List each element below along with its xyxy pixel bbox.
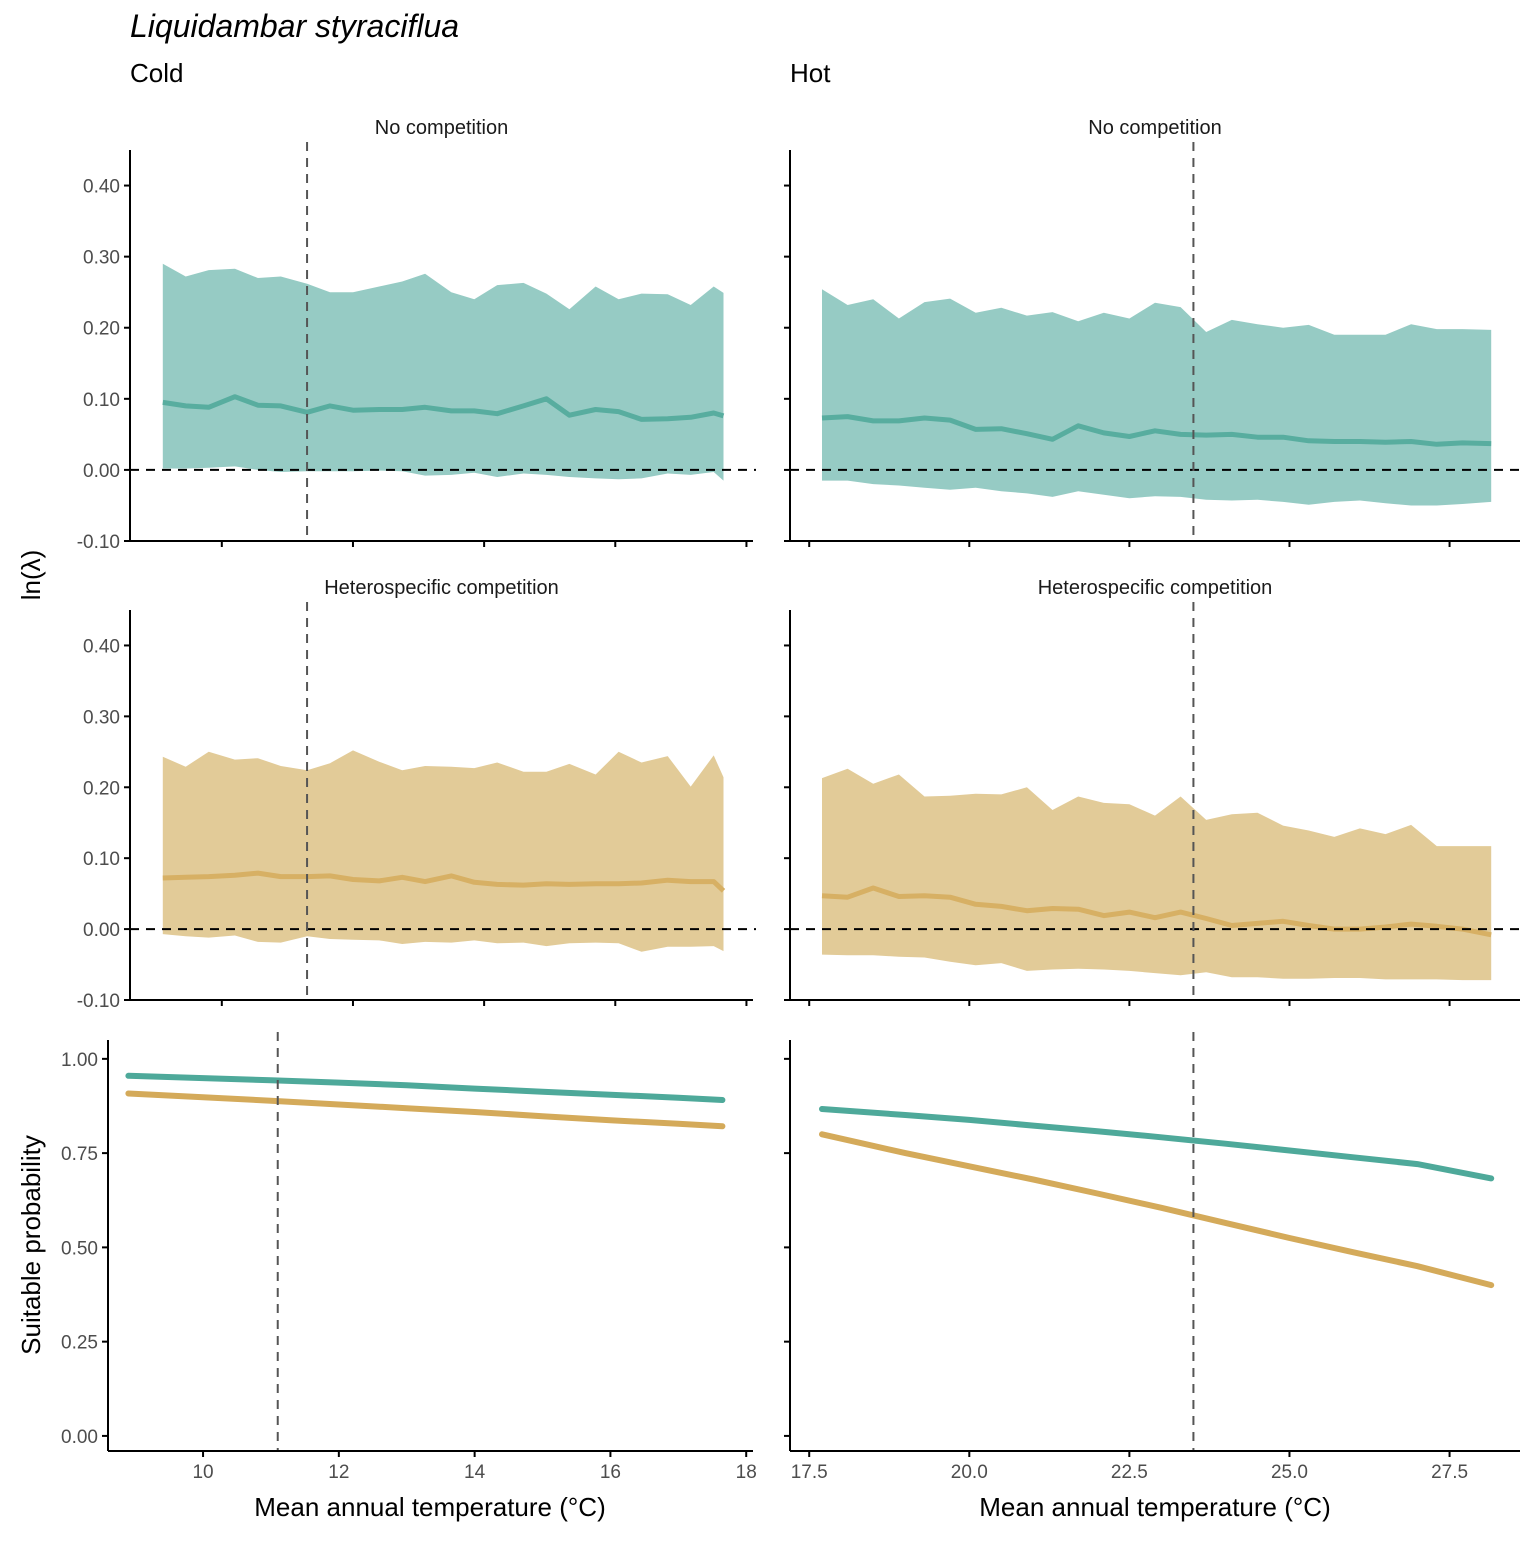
x-tick-label: 25.0 <box>1271 1462 1308 1483</box>
y-tick-label: 0.40 <box>83 177 120 198</box>
column-title-hot: Hot <box>790 58 831 88</box>
series-line <box>125 1072 726 1103</box>
y-tick-label: 1.00 <box>61 1050 98 1071</box>
y-tick-label: 0.10 <box>83 849 120 870</box>
y-tick-label: 0.30 <box>83 707 120 728</box>
x-tick-label: 18 <box>736 1462 757 1483</box>
y-axis-title-probability: Suitable probability <box>16 1135 46 1355</box>
confidence-band <box>822 289 1492 506</box>
panel-hot-no-competition: No competition <box>784 117 1523 547</box>
panel-cold-no-competition: No competition -0.10 0.00 0.10 0.20 0.30 0.40 <box>77 117 756 553</box>
y-tick-label: 0.25 <box>61 1333 98 1354</box>
series-line <box>819 1131 1495 1289</box>
y-tick-label: -0.10 <box>77 532 120 553</box>
panel-hot-probability: 17.5 20.0 22.5 25.0 27.5 <box>784 1032 1520 1483</box>
y-axis-title-lambda: ln(λ) <box>16 550 46 601</box>
x-tick-label: 12 <box>328 1462 349 1483</box>
mean-line <box>821 885 1492 938</box>
species-title: Liquidambar styraciflua <box>130 8 460 44</box>
x-tick-label: 10 <box>192 1462 213 1483</box>
y-tick-label: 0.10 <box>83 390 120 411</box>
panel-hot-heterospecific: Heterospecific competition <box>784 577 1523 1006</box>
panel-cold-heterospecific: Heterospecific competition -0.10 0.00 0.10 0… <box>77 577 756 1012</box>
y-tick-label: 0.00 <box>83 461 120 482</box>
y-tick-label: -0.10 <box>77 991 120 1012</box>
x-tick-label: 22.5 <box>1111 1462 1148 1483</box>
x-axis-title-hot: Mean annual temperature (°C) <box>979 1492 1330 1522</box>
panel-cold-probability: 0.00 0.25 0.50 0.75 1.00 10 12 14 16 18 <box>61 1032 757 1483</box>
y-tick-label: 0.00 <box>83 920 120 941</box>
y-tick-label: 0.00 <box>61 1427 98 1448</box>
confidence-band <box>162 750 724 952</box>
mean-line <box>162 870 726 893</box>
panel-strip-label: Heterospecific competition <box>1038 577 1273 599</box>
x-tick-label: 27.5 <box>1431 1462 1468 1483</box>
series-line <box>819 1106 1495 1182</box>
x-tick-label: 17.5 <box>791 1462 828 1483</box>
y-tick-label: 0.40 <box>83 636 120 657</box>
x-tick-label: 16 <box>600 1462 621 1483</box>
panel-strip-label: No competition <box>1088 117 1221 139</box>
panel-strip-label: No competition <box>375 117 508 139</box>
column-title-cold: Cold <box>130 58 184 88</box>
y-tick-label: 0.20 <box>83 778 120 799</box>
x-tick-label: 14 <box>464 1462 486 1483</box>
y-tick-label: 0.75 <box>61 1144 98 1165</box>
x-axis-title-cold: Mean annual temperature (°C) <box>254 1492 605 1522</box>
y-tick-label: 0.50 <box>61 1238 98 1259</box>
y-tick-label: 0.20 <box>83 319 120 340</box>
confidence-band <box>822 768 1492 981</box>
y-tick-label: 0.30 <box>83 248 120 269</box>
panel-strip-label: Heterospecific competition <box>324 577 559 599</box>
series-line <box>125 1090 726 1130</box>
confidence-band <box>162 263 724 481</box>
mean-line <box>162 394 725 422</box>
mean-line <box>821 414 1492 447</box>
x-tick-label: 20.0 <box>951 1462 988 1483</box>
